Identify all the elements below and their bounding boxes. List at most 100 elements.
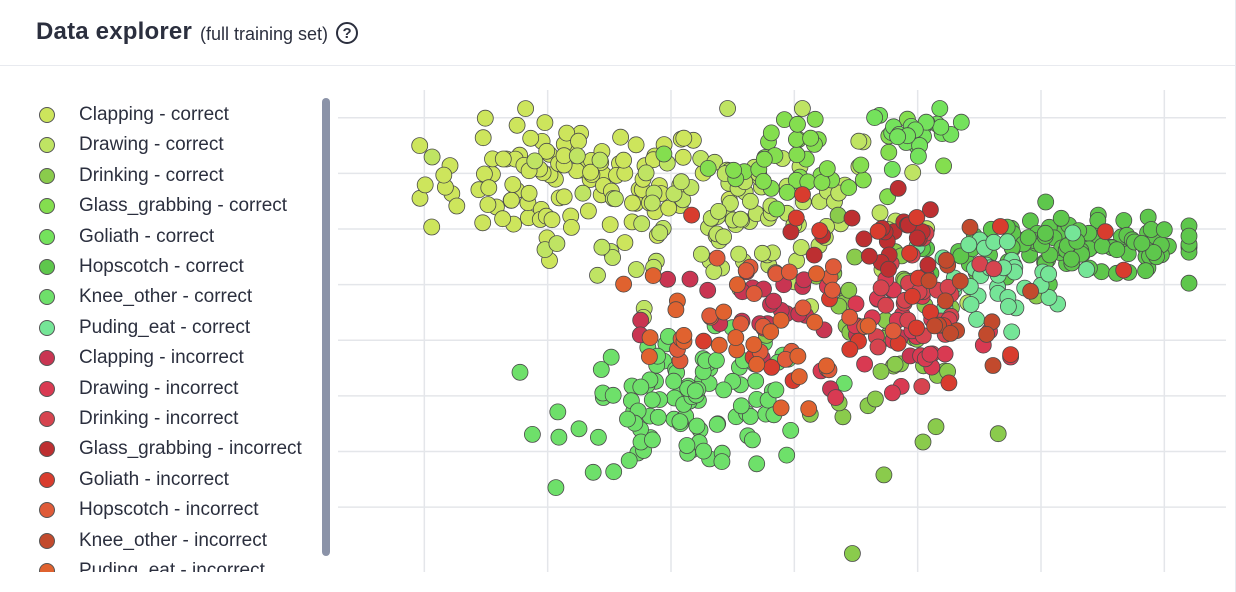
scatter-point[interactable] xyxy=(818,160,836,177)
scatter-point[interactable] xyxy=(660,199,678,217)
scatter-point[interactable] xyxy=(827,389,845,407)
scatter-point[interactable] xyxy=(536,114,554,131)
scatter-point[interactable] xyxy=(806,313,824,331)
scatter-point[interactable] xyxy=(989,425,1007,443)
scatter-point[interactable] xyxy=(792,239,810,256)
scatter-point[interactable] xyxy=(922,201,939,219)
scatter-point[interactable] xyxy=(846,248,864,266)
scatter-point[interactable] xyxy=(686,382,704,400)
scatter-point[interactable] xyxy=(914,433,932,451)
scatter-point[interactable] xyxy=(710,203,727,220)
scatter-point[interactable] xyxy=(886,355,904,373)
scatter-point[interactable] xyxy=(755,150,773,168)
scatter-point[interactable] xyxy=(952,113,970,131)
scatter-point[interactable] xyxy=(624,194,641,212)
scatter-point[interactable] xyxy=(926,317,943,335)
scatter-point[interactable] xyxy=(411,137,429,154)
scatter-point[interactable] xyxy=(526,152,544,170)
scatter-point[interactable] xyxy=(1097,223,1114,241)
scatter-point[interactable] xyxy=(665,372,683,390)
scatter-point[interactable] xyxy=(778,446,796,464)
scatter-point[interactable] xyxy=(632,311,650,329)
scatter-point[interactable] xyxy=(692,245,710,263)
scatter-point[interactable] xyxy=(637,164,655,182)
scatter-point[interactable] xyxy=(605,463,623,481)
scatter-point[interactable] xyxy=(523,425,541,443)
legend-item[interactable]: Glass_grabbing - correct xyxy=(30,191,287,221)
scatter-point[interactable] xyxy=(591,151,609,169)
scatter-point[interactable] xyxy=(683,206,701,224)
scatter-point[interactable] xyxy=(1115,261,1133,279)
scatter-point[interactable] xyxy=(1037,224,1054,242)
scatter-point[interactable] xyxy=(643,194,661,212)
scatter-point[interactable] xyxy=(665,185,683,203)
scatter-point[interactable] xyxy=(787,131,805,148)
scatter-point[interactable] xyxy=(971,255,989,273)
scatter-point[interactable] xyxy=(889,180,907,197)
scatter-point[interactable] xyxy=(715,303,733,321)
legend-item[interactable]: Hopscotch - incorrect xyxy=(30,495,259,525)
scatter-point[interactable] xyxy=(570,132,587,150)
scatter-point[interactable] xyxy=(762,124,780,142)
scatter-point[interactable] xyxy=(877,296,895,314)
scatter-point[interactable] xyxy=(1093,237,1111,255)
scatter-point[interactable] xyxy=(538,142,556,160)
scatter-point[interactable] xyxy=(641,329,659,347)
scatter-point[interactable] xyxy=(937,292,954,310)
scatter-point[interactable] xyxy=(1108,241,1126,259)
scatter-point[interactable] xyxy=(1064,224,1082,242)
scatter-point[interactable] xyxy=(474,129,492,147)
scatter-point[interactable] xyxy=(732,210,749,228)
scatter-point[interactable] xyxy=(582,163,600,181)
scatter-point[interactable] xyxy=(589,266,606,284)
scatter-point[interactable] xyxy=(762,323,780,341)
scatter-point[interactable] xyxy=(854,171,872,189)
scatter-point[interactable] xyxy=(511,363,529,381)
scatter-point[interactable] xyxy=(592,361,610,378)
scatter-point[interactable] xyxy=(728,276,746,294)
scatter-point[interactable] xyxy=(604,249,622,266)
scatter-point[interactable] xyxy=(502,191,520,209)
scatter-point[interactable] xyxy=(601,216,619,234)
scatter-point[interactable] xyxy=(1155,221,1173,239)
scatter-point[interactable] xyxy=(802,129,820,147)
scatter-point[interactable] xyxy=(908,209,926,226)
scatter-point[interactable] xyxy=(674,148,692,166)
scatter-point[interactable] xyxy=(860,247,878,265)
scatter-point[interactable] xyxy=(1040,289,1058,306)
scatter-point[interactable] xyxy=(1115,212,1133,229)
scatter-point[interactable] xyxy=(620,452,638,469)
scatter-point[interactable] xyxy=(800,400,818,418)
scatter-point[interactable] xyxy=(627,261,645,278)
scatter-point[interactable] xyxy=(1000,298,1017,315)
scatter-point[interactable] xyxy=(549,403,567,421)
scatter-point[interactable] xyxy=(633,215,651,233)
scatter-point[interactable] xyxy=(568,147,586,165)
scatter-point[interactable] xyxy=(570,420,588,438)
scatter-point[interactable] xyxy=(681,270,699,288)
scatter-point[interactable] xyxy=(808,265,825,283)
scatter-point[interactable] xyxy=(667,301,685,319)
question-circle-icon[interactable]: ? xyxy=(336,22,359,44)
scatter-point[interactable] xyxy=(935,157,952,175)
scatter-point[interactable] xyxy=(789,115,806,133)
scatter-point[interactable] xyxy=(753,244,771,262)
scatter-point[interactable] xyxy=(543,211,561,229)
scatter-point[interactable] xyxy=(951,272,969,290)
scatter-point[interactable] xyxy=(880,143,898,161)
scatter-point[interactable] xyxy=(1003,323,1021,341)
scatter-point[interactable] xyxy=(818,357,835,375)
scatter-point[interactable] xyxy=(584,463,602,481)
scatter-point[interactable] xyxy=(940,374,958,392)
scatter-point[interactable] xyxy=(1040,265,1057,283)
scatter-point[interactable] xyxy=(508,116,526,134)
scatter-point[interactable] xyxy=(1180,274,1198,292)
scatter-point[interactable] xyxy=(643,391,661,409)
legend-item[interactable]: Puding_eat - incorrect xyxy=(30,556,265,572)
scatter-point[interactable] xyxy=(748,355,766,373)
scatter-point[interactable] xyxy=(840,179,858,196)
scatter-point[interactable] xyxy=(788,146,806,164)
scatter-point[interactable] xyxy=(962,296,980,313)
scatter-point[interactable] xyxy=(1037,193,1055,211)
scatter-point[interactable] xyxy=(574,184,592,202)
